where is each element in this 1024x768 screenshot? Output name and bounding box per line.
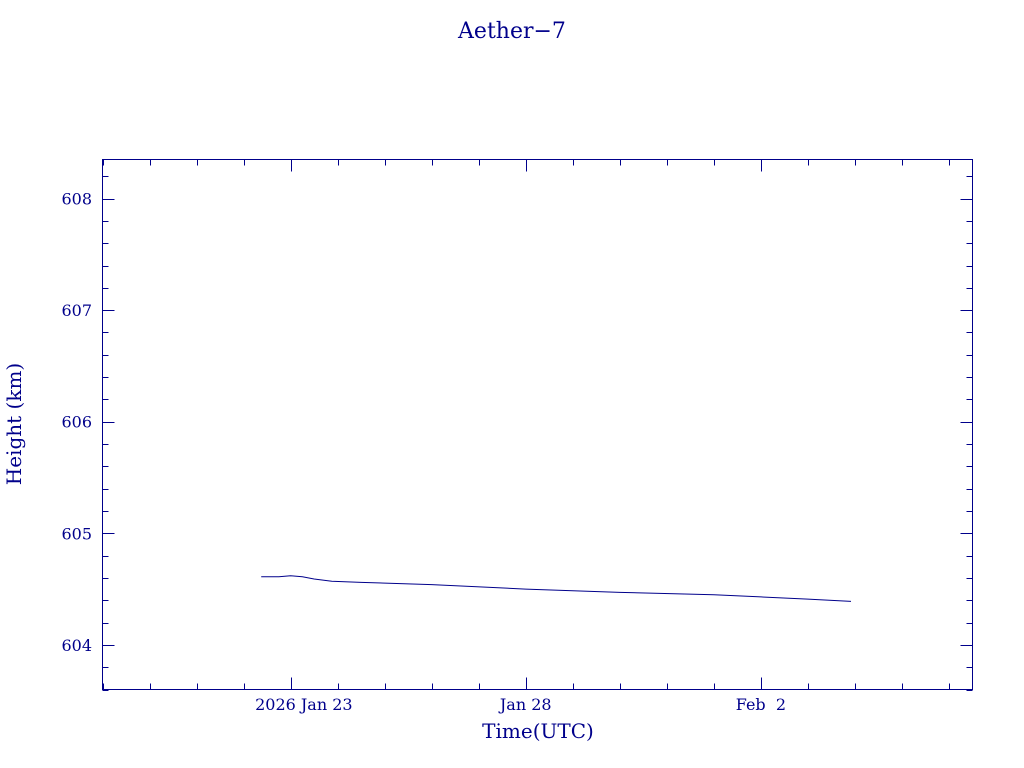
y-tick-label: 604 [61, 636, 92, 655]
y-tick-label: 606 [61, 413, 92, 432]
y-axis-label: Height (km) [2, 363, 26, 485]
x-tick-label: Feb 2 [736, 695, 786, 714]
y-tick-label: 605 [61, 524, 92, 543]
y-axis-ticks: 604 605 606 607 608 [61, 176, 973, 691]
x-tick-label: 2026 Jan 23 [255, 695, 353, 714]
y-tick-label: 608 [61, 190, 92, 209]
y-tick-label: 607 [61, 301, 92, 320]
x-axis-label: Time(UTC) [482, 719, 594, 743]
x-tick-label: Jan 28 [498, 695, 552, 714]
chart-title: Aether−7 [457, 19, 566, 44]
height-series-line [261, 575, 852, 602]
plot-frame [102, 159, 973, 690]
series-layer [261, 575, 852, 602]
x-axis-ticks: 2026 Jan 23 Jan 28 Feb 2 [103, 159, 950, 714]
